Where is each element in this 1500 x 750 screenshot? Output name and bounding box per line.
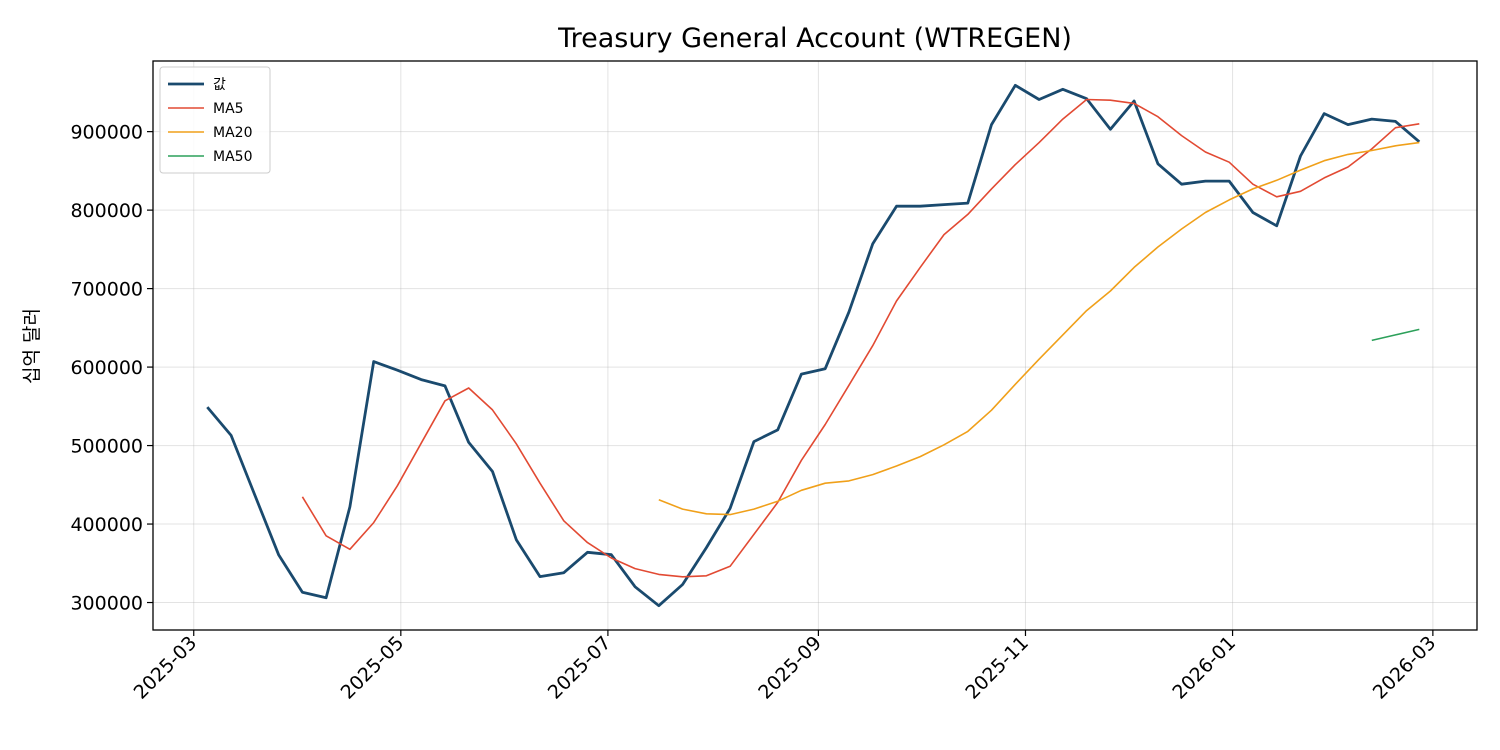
x-tick-label: 2025-11 — [961, 632, 1033, 704]
y-tick-label: 700000 — [70, 279, 143, 301]
x-tick-label: 2025-07 — [544, 632, 616, 704]
legend: 값 MA5 MA20 MA50 — [159, 66, 271, 174]
y-tick-label: 800000 — [70, 200, 143, 222]
y-axis-label: 십억 달러 — [21, 308, 43, 384]
legend-label: 값 — [213, 77, 226, 93]
x-tick-label: 2026-01 — [1168, 632, 1240, 704]
legend-label: MA5 — [213, 101, 244, 117]
y-tick-label: 500000 — [70, 436, 143, 458]
y-tick-label: 400000 — [70, 514, 143, 536]
plot-frame — [152, 60, 1478, 631]
x-tick-label: 2025-05 — [337, 632, 409, 704]
legend-label: MA20 — [213, 125, 252, 141]
legend-label: MA50 — [213, 149, 252, 165]
legend-box — [159, 66, 271, 174]
y-tick-label: 900000 — [70, 122, 143, 144]
series-line-ma5 — [301, 98, 1420, 578]
chart-title: Treasury General Account (WTREGEN) — [557, 23, 1072, 54]
grid — [153, 61, 1477, 630]
x-tick-label: 2026-03 — [1369, 632, 1441, 704]
y-tick-label: 300000 — [70, 593, 143, 615]
series-line-값 — [206, 83, 1421, 608]
series-layer — [206, 83, 1421, 608]
x-tick-label: 2025-03 — [130, 632, 202, 704]
y-tick-label: 600000 — [70, 357, 143, 379]
x-tick-label: 2025-09 — [754, 632, 826, 704]
axis-ticks: 2025-03 2025-05 2025-07 2025-09 2025-11 2026-… — [70, 122, 1440, 704]
series-line-ma50 — [1371, 328, 1420, 342]
series-line-ma20 — [658, 141, 1420, 516]
